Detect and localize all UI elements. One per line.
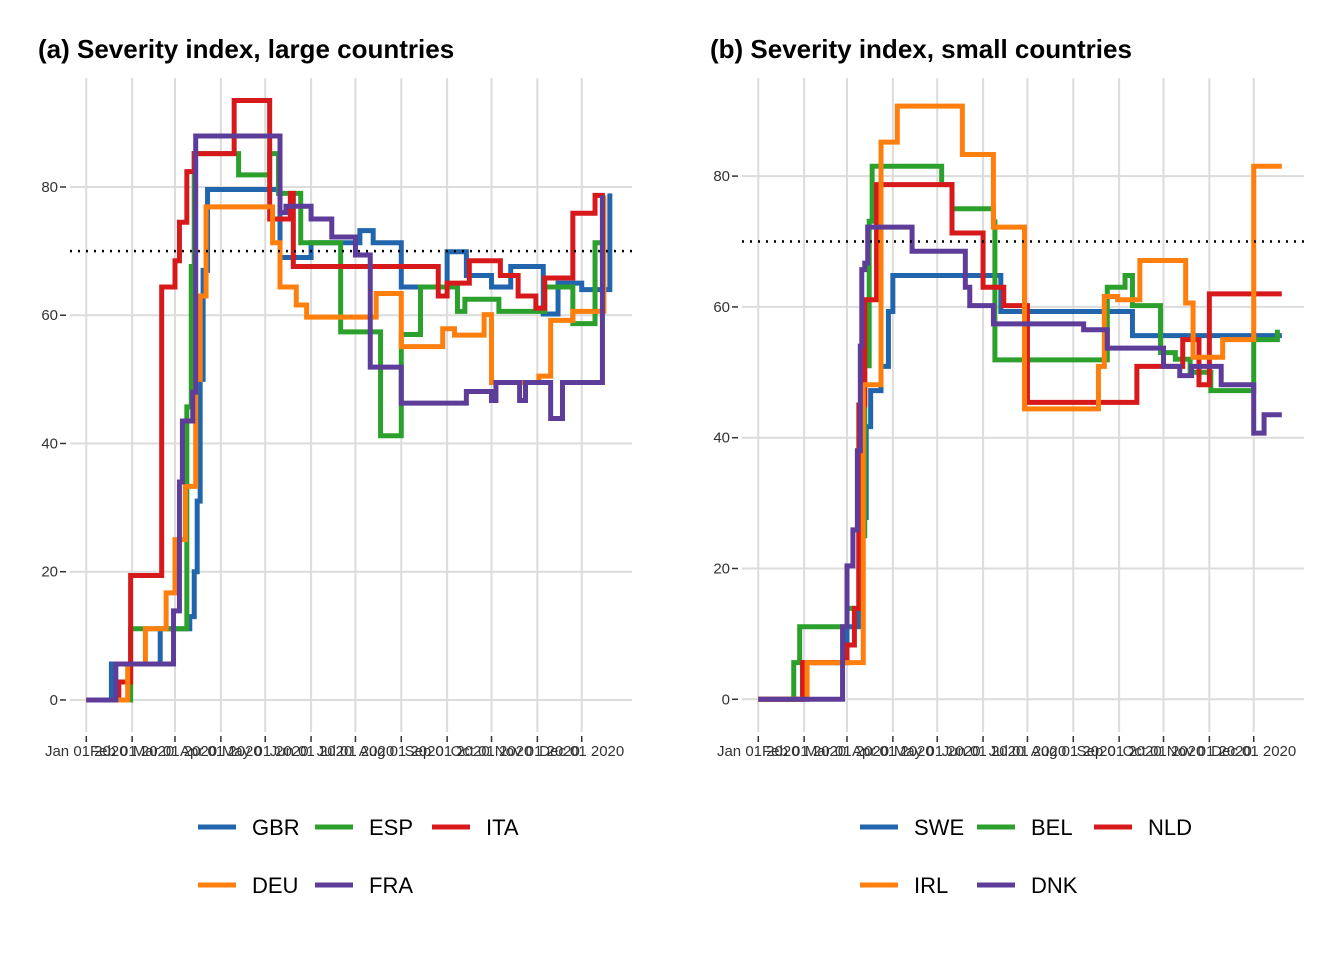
legend-label-fra: FRA (369, 873, 413, 898)
series-line-dnk (758, 224, 1282, 702)
legend-label-irl: IRL (914, 873, 948, 898)
series-line-fra (86, 133, 605, 703)
x-tick-label: Jan 01 2020 (45, 743, 128, 760)
x-tick-label: Aug 01 2020 (1031, 743, 1116, 760)
x-tick-label: Mar 01 2020 (805, 743, 889, 760)
series-line-nld (758, 182, 1282, 702)
series-line-swe (758, 273, 1282, 702)
x-tick-label: Apr 01 2020 (852, 743, 934, 760)
panel-large-countries: (a) Severity index, large countries Jan 0… (38, 34, 632, 898)
panel-small-countries: (b) Severity index, small countries Jan 0… (710, 34, 1304, 898)
x-tick-label: Mar 01 2020 (133, 743, 217, 760)
x-tick-label: Feb 01 2020 (762, 743, 846, 760)
x-tick-label: Dec 01 2020 (1211, 743, 1296, 760)
series-line-bel (758, 163, 1280, 702)
legend-label-dnk: DNK (1031, 873, 1078, 898)
x-tick-label: Jun 01 2020 (942, 743, 1025, 760)
series-line-ita (86, 97, 605, 703)
x-tick-label: Jul 01 2020 (989, 743, 1067, 760)
y-tick-label: 40 (41, 435, 58, 452)
legend-label-gbr: GBR (252, 815, 300, 840)
series-line-gbr (86, 187, 613, 703)
x-tick-label: Feb 01 2020 (90, 743, 174, 760)
y-tick-label: 60 (41, 307, 58, 324)
legend-label-swe: SWE (914, 815, 964, 840)
x-tick-label: Oct 01 2020 (1123, 743, 1205, 760)
x-tick-label: Jan 01 2020 (717, 743, 800, 760)
y-tick-label: 60 (713, 299, 730, 316)
chart-title: (a) Severity index, large countries (38, 34, 454, 64)
x-tick-label: Nov 01 2020 (495, 743, 580, 760)
x-tick-label: Sep 01 2020 (1077, 743, 1162, 760)
legend-label-ita: ITA (486, 815, 519, 840)
x-tick-label: Jul 01 2020 (317, 743, 395, 760)
y-tick-label: 80 (41, 179, 58, 196)
legend-label-nld: NLD (1148, 815, 1192, 840)
x-tick-label: May 01 2020 (894, 743, 981, 760)
x-tick-label: Apr 01 2020 (180, 743, 262, 760)
y-tick-label: 20 (713, 561, 730, 578)
x-tick-label: Oct 01 2020 (451, 743, 533, 760)
legend-label-esp: ESP (369, 815, 413, 840)
legend-label-bel: BEL (1031, 815, 1073, 840)
y-tick-label: 40 (713, 430, 730, 447)
x-tick-label: May 01 2020 (222, 743, 309, 760)
y-tick-label: 0 (50, 692, 58, 709)
y-tick-label: 20 (41, 564, 58, 581)
chart-title: (b) Severity index, small countries (710, 34, 1132, 64)
x-tick-label: Nov 01 2020 (1167, 743, 1252, 760)
legend-label-deu: DEU (252, 873, 298, 898)
x-tick-label: Jun 01 2020 (270, 743, 353, 760)
x-tick-label: Aug 01 2020 (359, 743, 444, 760)
series-line-irl (758, 103, 1282, 702)
y-tick-label: 80 (713, 168, 730, 185)
x-tick-label: Sep 01 2020 (405, 743, 490, 760)
x-tick-label: Dec 01 2020 (539, 743, 624, 760)
y-tick-label: 0 (722, 691, 730, 708)
